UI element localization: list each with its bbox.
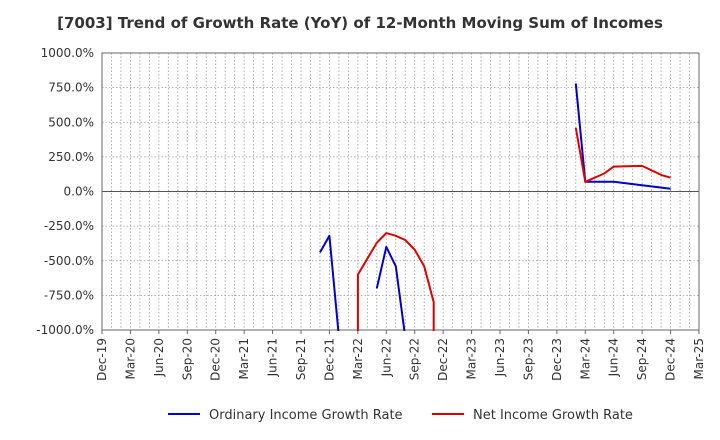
- series-line-net-income: [574, 127, 671, 183]
- y-tick-label: -1000.0%: [36, 323, 94, 337]
- x-tick-label: Sep-21: [294, 338, 308, 380]
- x-tick-label: Jun-24: [607, 338, 621, 377]
- series-line-ordinary-income: [574, 83, 671, 190]
- y-tick-label: 250.0%: [48, 150, 94, 164]
- legend: Ordinary Income Growth Rate Net Income Gr…: [168, 408, 633, 423]
- x-tick-label: Mar-23: [465, 338, 479, 379]
- x-tick-label: Mar-21: [237, 338, 251, 379]
- y-tick-label: 1000.0%: [41, 46, 94, 60]
- x-tick-label: Dec-20: [209, 338, 223, 381]
- x-tick-label: Dec-19: [95, 338, 109, 381]
- x-tick-label: Jun-23: [493, 338, 507, 377]
- x-tick-label: Dec-24: [664, 338, 678, 381]
- x-tick-label: Mar-25: [692, 338, 706, 379]
- plot-frame: [101, 52, 700, 331]
- series-line-net-income: [356, 232, 435, 331]
- series-line-ordinary-income: [375, 245, 406, 331]
- x-tick-label: Sep-24: [635, 338, 649, 380]
- legend-label: Net Income Growth Rate: [473, 408, 633, 423]
- grid-lines: [102, 52, 699, 331]
- x-tick-label: Sep-20: [180, 338, 194, 380]
- y-tick-label: 750.0%: [48, 81, 94, 95]
- y-tick-label: -250.0%: [44, 219, 94, 233]
- y-tick-label: 500.0%: [48, 115, 94, 129]
- x-tick-label: Jun-21: [266, 338, 280, 377]
- x-tick-label: Sep-22: [408, 338, 422, 380]
- x-tick-label: Jun-20: [152, 338, 166, 377]
- x-tick-label: Jun-22: [379, 338, 393, 377]
- x-tick-label: Mar-20: [123, 338, 137, 379]
- legend-label: Ordinary Income Growth Rate: [209, 408, 403, 423]
- x-tick-label: Dec-21: [322, 338, 336, 381]
- y-tick-label: -750.0%: [44, 288, 94, 302]
- y-tick-label: 0.0%: [64, 185, 95, 199]
- x-tick-label: Mar-22: [351, 338, 365, 379]
- x-tick-label: Dec-23: [550, 338, 564, 381]
- axes: 1000.0% 750.0% 500.0% 250.0% 0.0% -250.0% -500…: [36, 46, 706, 381]
- x-tick-label: Sep-23: [521, 338, 535, 380]
- y-tick-label: -500.0%: [44, 254, 94, 268]
- x-tick-label: Mar-24: [578, 338, 592, 379]
- data-series: [319, 83, 671, 331]
- series-line-ordinary-income: [319, 234, 340, 331]
- x-tick-label: Dec-22: [436, 338, 450, 381]
- chart-title: [7003] Trend of Growth Rate (YoY) of 12-…: [57, 14, 663, 32]
